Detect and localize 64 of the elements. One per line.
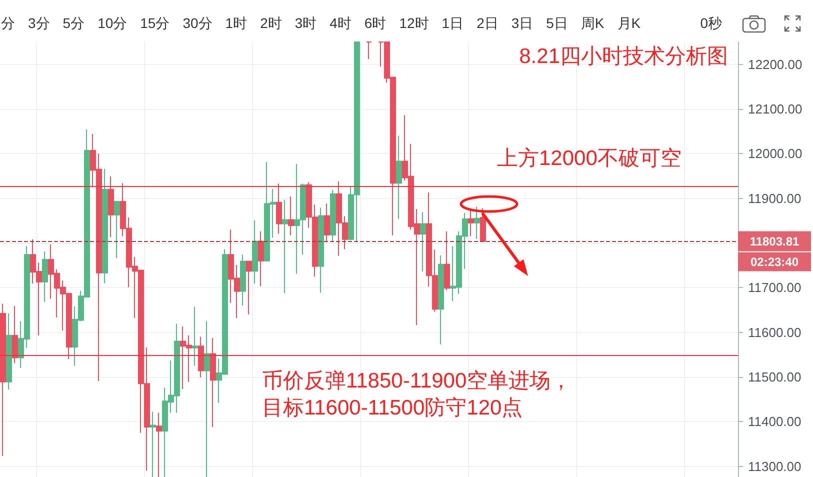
candlestick xyxy=(108,176,114,238)
candlestick xyxy=(444,230,450,291)
candlestick xyxy=(438,254,444,345)
ref-line-label: 上方12000不破可空 xyxy=(497,146,682,170)
candlestick xyxy=(204,320,210,477)
y-tick-label: 11700.00 xyxy=(748,280,802,296)
ref-line-label: 币价反弹11850-11900空单进场，目标11600-11500防守120点 xyxy=(262,370,572,420)
candlestick xyxy=(12,305,18,364)
candlestick xyxy=(330,189,336,243)
text: 2时 xyxy=(260,15,282,31)
candlestick xyxy=(210,338,216,428)
candlestick xyxy=(156,412,162,477)
text: 3分 xyxy=(28,15,50,31)
text: 3日 xyxy=(511,15,534,31)
y-tick-label: 11500.00 xyxy=(748,369,802,384)
candlestick xyxy=(468,208,474,237)
candlestick xyxy=(150,411,156,477)
text: 6时 xyxy=(364,15,386,31)
candlestick xyxy=(420,212,426,272)
candlestick xyxy=(318,207,324,294)
ref-line-label: 11803.81 xyxy=(750,234,800,248)
text: 5分 xyxy=(62,15,85,31)
candlestick xyxy=(324,203,330,243)
y-tick-label: 11600.00 xyxy=(748,324,802,340)
y-tick-label: 12200.00 xyxy=(748,56,802,72)
text: 0秒 xyxy=(700,15,722,31)
candlestick xyxy=(192,306,198,366)
candlestick xyxy=(252,220,258,284)
y-tick-label: 12100.00 xyxy=(748,101,802,116)
text: 02:23:40 xyxy=(750,254,799,269)
candlestick xyxy=(246,260,252,315)
candlestick xyxy=(282,199,288,294)
candlestick xyxy=(0,303,6,457)
text: 10分 xyxy=(98,15,128,31)
text: 4时 xyxy=(330,15,352,31)
candlestick xyxy=(288,196,294,236)
chart-title: 8.21四小时技术分析图 xyxy=(519,45,728,68)
y-tick-label: 11300.00 xyxy=(748,458,802,474)
text: 5日 xyxy=(546,15,568,31)
text: 分 xyxy=(1,15,15,31)
candlestick xyxy=(474,206,480,240)
text: 12时 xyxy=(399,15,429,31)
text: 月K xyxy=(617,15,642,31)
candlestick xyxy=(258,230,264,287)
candlestick xyxy=(240,254,246,306)
text: 周K xyxy=(580,15,605,31)
text: 30分 xyxy=(182,15,212,31)
text: 3时 xyxy=(294,15,317,31)
y-tick-label: 12000.00 xyxy=(748,146,802,162)
text: 1日 xyxy=(442,15,464,31)
candlestick xyxy=(198,336,204,378)
candlestick xyxy=(276,183,282,234)
candlestick xyxy=(42,250,48,302)
y-tick-label: 11900.00 xyxy=(748,190,802,206)
text: 1时 xyxy=(225,15,248,31)
text: 2日 xyxy=(476,15,498,31)
candlestick xyxy=(6,313,12,390)
candlestick xyxy=(114,200,120,259)
candlestick xyxy=(396,135,402,220)
text: 15分 xyxy=(140,15,170,31)
candlestick xyxy=(366,42,372,60)
candlestick xyxy=(102,168,108,284)
y-tick-label: 11400.00 xyxy=(748,414,802,430)
candlestick xyxy=(480,208,486,243)
